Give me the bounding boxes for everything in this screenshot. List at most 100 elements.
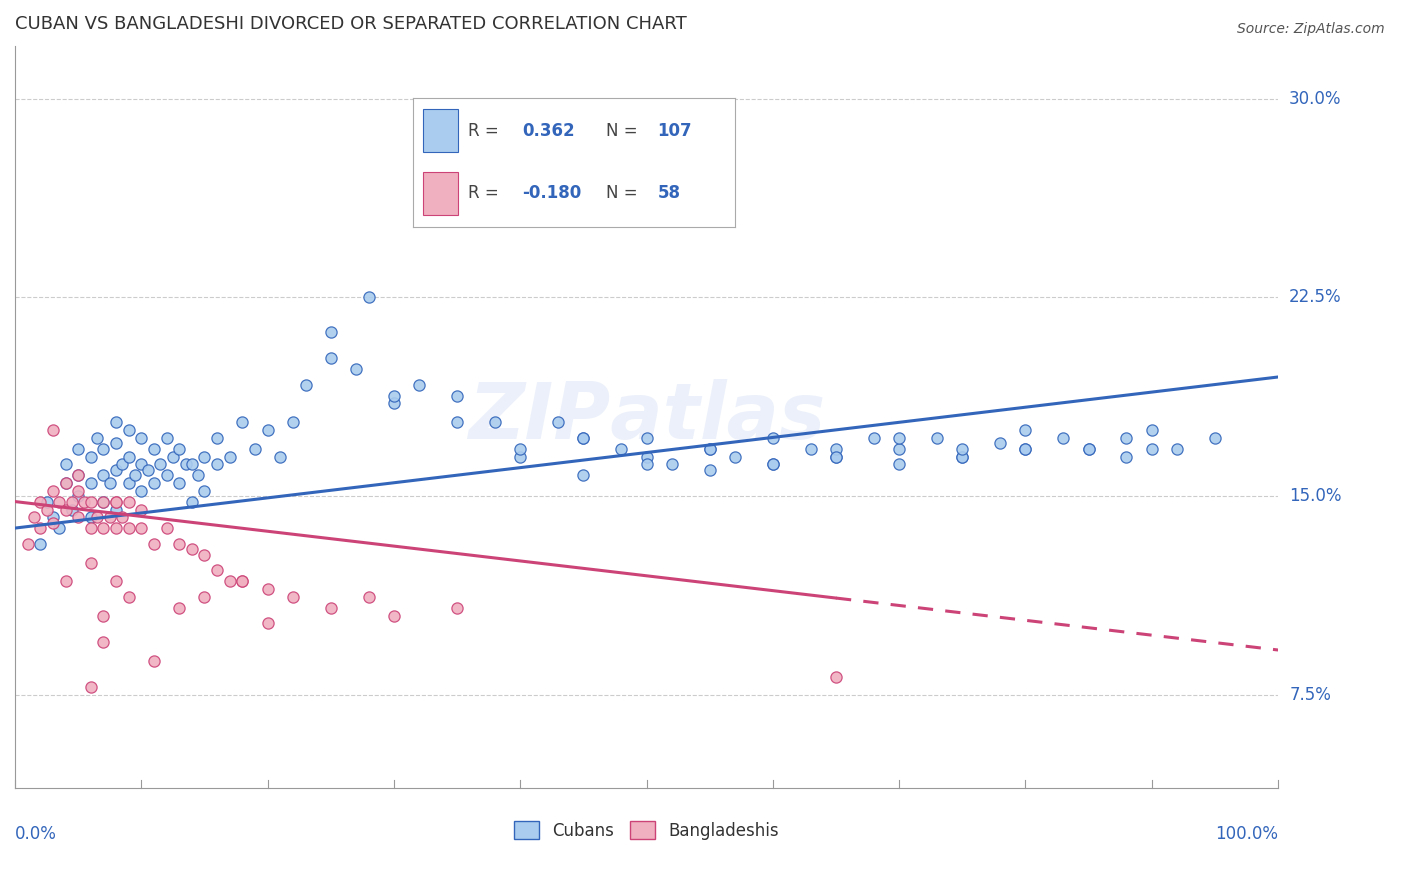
- Point: [142, 475, 165, 490]
- Point: [1166, 442, 1188, 456]
- Point: [131, 431, 153, 445]
- Point: [105, 502, 128, 516]
- Point: [382, 608, 405, 623]
- Point: [572, 431, 595, 445]
- Point: [131, 483, 153, 498]
- Text: 15.0%: 15.0%: [1289, 487, 1341, 505]
- Point: [93, 608, 115, 623]
- Text: Source: ZipAtlas.com: Source: ZipAtlas.com: [1237, 22, 1385, 37]
- Point: [256, 423, 278, 437]
- Point: [105, 415, 128, 429]
- Text: 0.0%: 0.0%: [15, 825, 56, 843]
- Point: [269, 450, 291, 464]
- Point: [167, 442, 190, 456]
- Point: [93, 521, 115, 535]
- Point: [950, 442, 973, 456]
- Point: [86, 431, 108, 445]
- Point: [319, 600, 342, 615]
- Point: [93, 494, 115, 508]
- Point: [1204, 431, 1226, 445]
- Point: [167, 537, 190, 551]
- Point: [243, 442, 266, 456]
- Point: [193, 450, 215, 464]
- Point: [889, 442, 911, 456]
- Point: [67, 442, 90, 456]
- Point: [67, 468, 90, 483]
- Point: [131, 502, 153, 516]
- Point: [319, 351, 342, 366]
- Point: [863, 431, 886, 445]
- Point: [80, 521, 103, 535]
- Point: [131, 521, 153, 535]
- Point: [231, 574, 253, 588]
- Point: [1115, 450, 1137, 464]
- Point: [218, 450, 240, 464]
- Point: [30, 521, 52, 535]
- Point: [180, 458, 202, 472]
- Point: [1140, 423, 1163, 437]
- Point: [105, 463, 128, 477]
- Point: [281, 590, 304, 604]
- Point: [484, 197, 506, 211]
- Point: [142, 654, 165, 668]
- Point: [825, 450, 848, 464]
- Point: [105, 436, 128, 450]
- Point: [180, 494, 202, 508]
- Point: [319, 325, 342, 339]
- Point: [118, 521, 141, 535]
- Point: [205, 431, 228, 445]
- Point: [484, 415, 506, 429]
- Point: [98, 475, 121, 490]
- Point: [118, 494, 141, 508]
- Point: [30, 537, 52, 551]
- Point: [193, 548, 215, 562]
- Point: [509, 450, 531, 464]
- Point: [205, 458, 228, 472]
- Text: CUBAN VS BANGLADESHI DIVORCED OR SEPARATED CORRELATION CHART: CUBAN VS BANGLADESHI DIVORCED OR SEPARAT…: [15, 15, 686, 33]
- Point: [193, 483, 215, 498]
- Point: [281, 415, 304, 429]
- Point: [699, 442, 721, 456]
- Point: [762, 458, 785, 472]
- Point: [42, 510, 65, 524]
- Point: [572, 431, 595, 445]
- Point: [80, 450, 103, 464]
- Point: [547, 415, 569, 429]
- Point: [105, 574, 128, 588]
- Point: [86, 510, 108, 524]
- Point: [193, 590, 215, 604]
- Point: [825, 669, 848, 683]
- Point: [42, 516, 65, 530]
- Point: [825, 450, 848, 464]
- Point: [80, 556, 103, 570]
- Point: [124, 468, 146, 483]
- Point: [155, 521, 177, 535]
- Point: [55, 502, 77, 516]
- Point: [889, 458, 911, 472]
- Point: [155, 468, 177, 483]
- Point: [231, 574, 253, 588]
- Point: [22, 510, 45, 524]
- Point: [42, 483, 65, 498]
- Point: [357, 290, 380, 304]
- Point: [636, 450, 658, 464]
- Point: [35, 502, 58, 516]
- Point: [118, 475, 141, 490]
- Point: [1014, 423, 1036, 437]
- Point: [1077, 442, 1099, 456]
- Point: [357, 590, 380, 604]
- Point: [800, 442, 823, 456]
- Point: [256, 616, 278, 631]
- Point: [1014, 442, 1036, 456]
- Point: [699, 442, 721, 456]
- Point: [925, 431, 948, 445]
- Point: [105, 494, 128, 508]
- Point: [136, 463, 159, 477]
- Legend: Cubans, Bangladeshis: Cubans, Bangladeshis: [508, 814, 786, 847]
- Point: [67, 489, 90, 503]
- Point: [73, 494, 96, 508]
- Point: [118, 450, 141, 464]
- Text: 7.5%: 7.5%: [1289, 686, 1331, 704]
- Point: [93, 468, 115, 483]
- Point: [111, 458, 134, 472]
